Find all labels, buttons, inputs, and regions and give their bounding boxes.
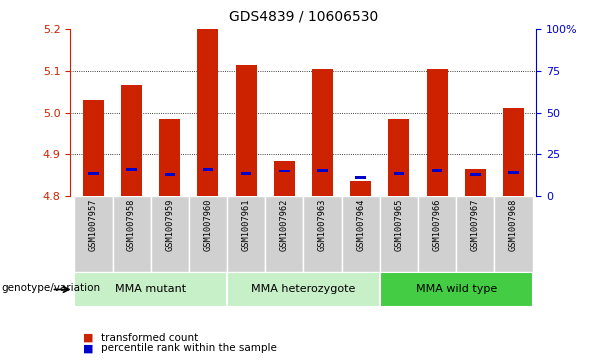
Bar [303,196,341,272]
Bar [121,85,142,196]
Bar [235,65,257,196]
Bar [74,272,227,307]
Bar [189,196,227,272]
Bar [380,196,418,272]
Text: GSM1007967: GSM1007967 [471,198,480,251]
Bar [164,173,175,176]
Bar [312,69,333,196]
Text: GSM1007960: GSM1007960 [204,198,213,251]
Bar [227,272,380,307]
Bar [470,173,481,176]
Bar [432,169,443,172]
Bar [159,119,180,196]
Bar [274,160,295,196]
Bar [265,196,303,272]
Text: GSM1007957: GSM1007957 [89,198,98,251]
Text: GSM1007968: GSM1007968 [509,198,518,251]
Text: MMA heterozygote: MMA heterozygote [251,285,356,294]
Bar [508,171,519,174]
Bar [465,169,485,196]
Bar [427,69,447,196]
Bar [350,182,371,196]
Bar [113,196,151,272]
Text: GSM1007959: GSM1007959 [166,198,174,251]
Bar [74,196,113,272]
Text: MMA mutant: MMA mutant [115,285,186,294]
Bar [380,272,533,307]
Text: GSM1007966: GSM1007966 [433,198,441,251]
Bar [227,196,265,272]
Bar [203,168,213,171]
Text: GSM1007964: GSM1007964 [356,198,365,251]
Bar [126,168,137,171]
Text: ■: ■ [83,333,93,343]
Bar [418,196,456,272]
Text: GSM1007961: GSM1007961 [242,198,251,251]
Bar [197,29,218,196]
Text: ■: ■ [83,343,93,354]
Bar [151,196,189,272]
Bar [83,100,104,196]
Text: GSM1007963: GSM1007963 [318,198,327,251]
Bar [279,170,289,172]
Text: transformed count: transformed count [101,333,199,343]
Bar [389,119,409,196]
Bar [494,196,533,272]
Bar [394,172,404,175]
Bar [456,196,494,272]
Text: GSM1007965: GSM1007965 [394,198,403,251]
Text: GSM1007958: GSM1007958 [127,198,136,251]
Text: genotype/variation: genotype/variation [1,283,101,293]
Text: GSM1007962: GSM1007962 [280,198,289,251]
Text: GDS4839 / 10606530: GDS4839 / 10606530 [229,9,378,23]
Bar [318,169,328,172]
Bar [241,172,251,175]
Bar [356,176,366,179]
Bar [503,109,524,196]
Text: percentile rank within the sample: percentile rank within the sample [101,343,277,354]
Bar [88,172,99,175]
Text: MMA wild type: MMA wild type [416,285,497,294]
Bar [341,196,380,272]
